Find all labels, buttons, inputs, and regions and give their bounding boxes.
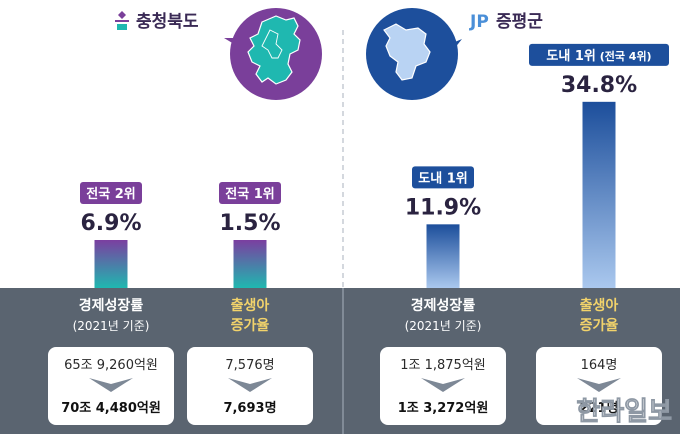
value-label-0-1: 1.5%: [219, 211, 280, 236]
card-from-1-1: 164명: [581, 358, 618, 373]
category-label-1-1-b: 증가율: [580, 317, 619, 334]
category-label-1-1-a: 출생아: [580, 297, 619, 314]
chevron-down-icon: [89, 378, 133, 392]
card-to-1-0: 1조 3,272억원: [398, 401, 489, 416]
category-label-0-1-b: 증가율: [231, 317, 270, 334]
rank-badge-label-1-1: 도내 1위 (전국 4위): [546, 48, 651, 64]
rank-badge-label-0-0: 전국 2위: [86, 186, 135, 202]
chevron-down-icon: [228, 378, 272, 392]
watermark: 한라일보: [576, 397, 672, 427]
rank-badge-0-1: [219, 182, 281, 204]
value-label-1-1: 34.8%: [561, 73, 637, 98]
svg-text:JP: JP: [469, 12, 489, 32]
value-label-1-0: 11.9%: [405, 195, 481, 220]
rank-badge-0-0: [80, 182, 142, 204]
jeungpyeong-jp-logo-icon: JP: [469, 12, 489, 32]
chevron-down-icon: [577, 378, 621, 392]
bar-1-0: [426, 224, 460, 288]
card-from-1-0: 1조 1,875억원: [400, 358, 486, 373]
card-from-0-0: 65조 9,260억원: [64, 358, 158, 373]
value-label-0-0: 6.9%: [80, 211, 141, 236]
bar-0-0: [94, 240, 128, 288]
jeungpyeong-title: 증평군: [496, 12, 543, 32]
rank-badge-1-1: [529, 43, 669, 66]
bar-1-1: [582, 101, 616, 288]
card-from-0-1: 7,576명: [225, 358, 274, 373]
rank-badge-label-1-0: 도내 1위: [418, 170, 467, 186]
chungbuk-title: 충청북도: [136, 11, 199, 32]
card-to-0-0: 70조 4,480억원: [61, 401, 161, 416]
card-to-0-1: 7,693명: [223, 400, 276, 416]
category-sublabel-0-0: (2021년 기준): [73, 319, 150, 333]
category-label-0-1-a: 출생아: [231, 297, 270, 314]
chevron-down-icon: [421, 378, 465, 392]
jeungpyeong-county-map-icon: [366, 8, 462, 100]
chungbuk-province-map-icon: [224, 8, 322, 100]
category-label-1-0: 경제성장률: [411, 297, 476, 314]
category-sublabel-1-0: (2021년 기준): [405, 319, 482, 333]
bar-0-1: [233, 240, 267, 288]
rank-badge-label-0-1: 전국 1위: [225, 186, 274, 202]
category-label-0-0: 경제성장률: [79, 297, 144, 314]
card-to-1-1: 221명: [579, 400, 618, 416]
rank-badge-1-0: [412, 166, 474, 189]
chungbuk-emblem-icon: [115, 11, 129, 30]
